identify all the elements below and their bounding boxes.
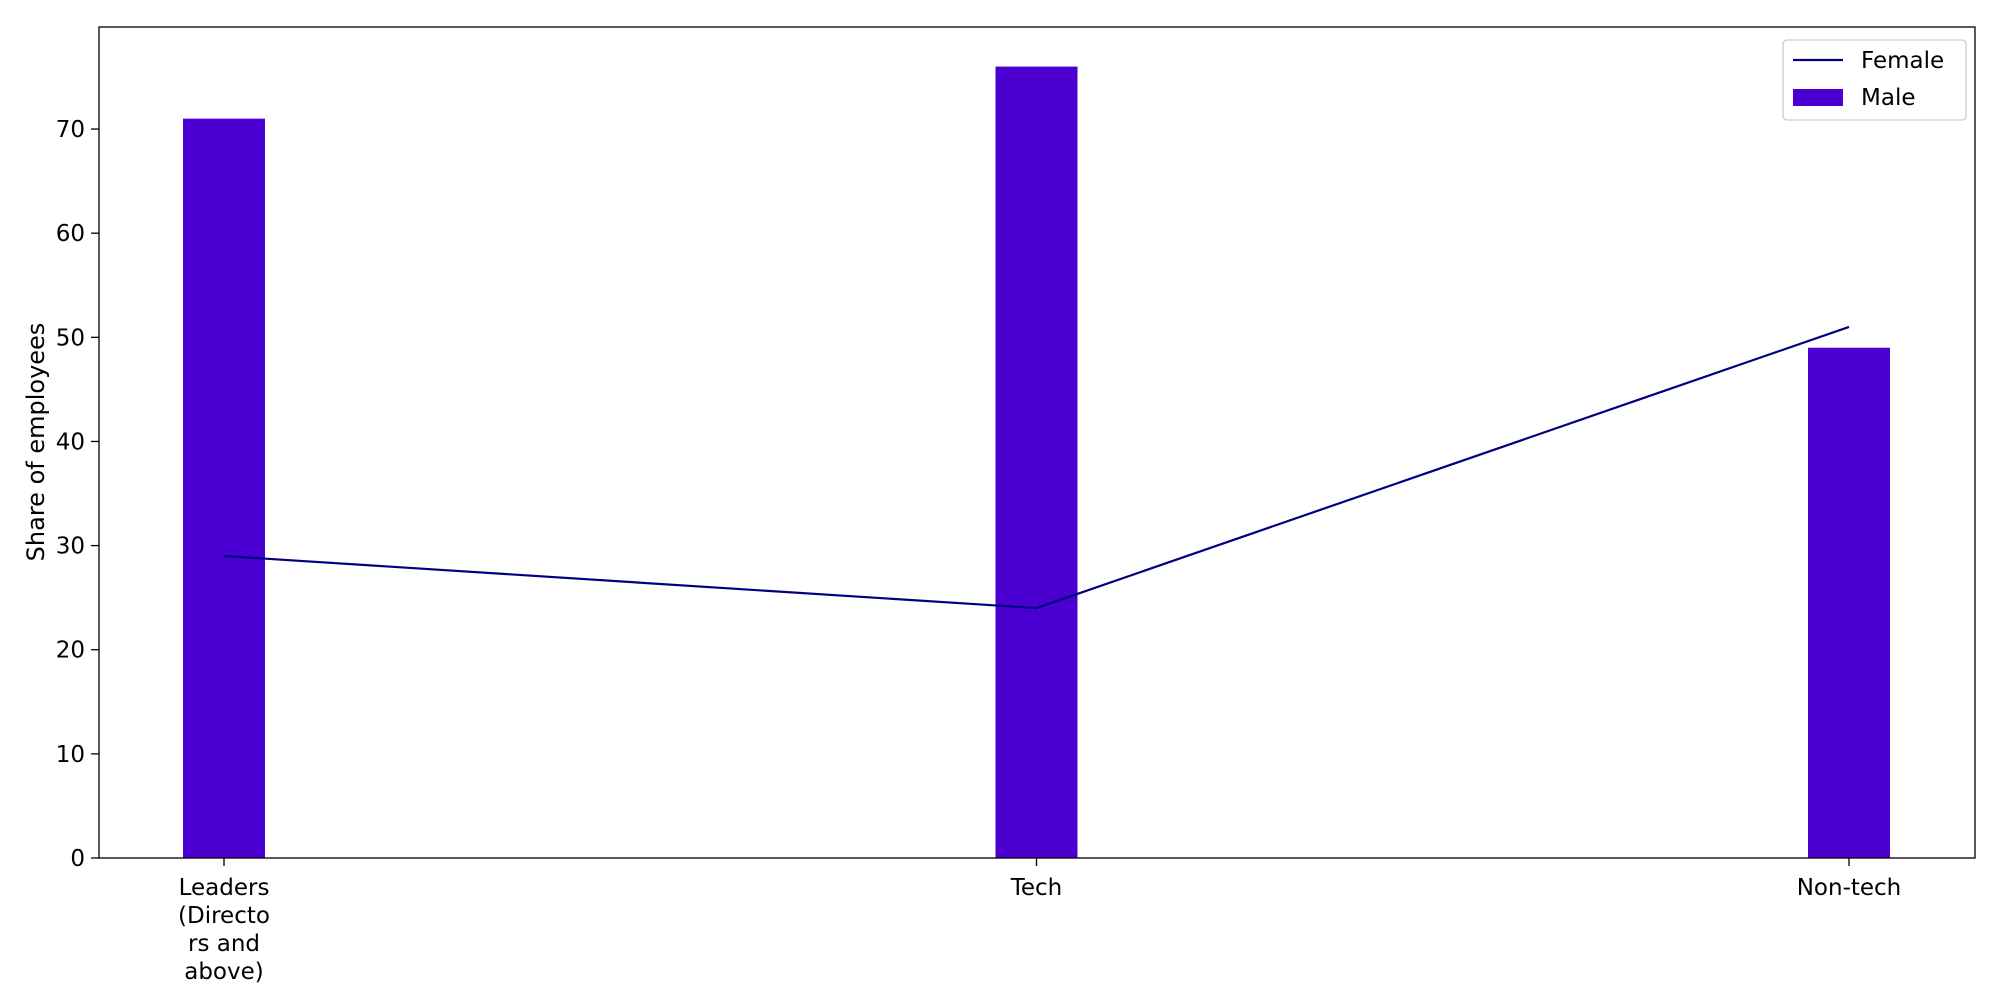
y-tick-label: 70 [56,117,85,143]
legend: Female Male [1782,39,1967,121]
y-tick-label: 40 [56,429,85,455]
line-female [223,325,1850,610]
bar-male-non-tech [1808,347,1890,858]
bar-male-tech [995,66,1078,859]
y-tick-label: 10 [56,742,85,768]
y-axis-label: Share of employees [22,323,50,562]
legend-label-female: Female [1861,48,1944,74]
x-tick-label: Leaders (Directo rs and above) [178,875,270,985]
y-tick-label: 50 [56,325,85,351]
y-tick-label: 60 [56,221,85,247]
x-tick-label: Non-tech [1797,875,1902,901]
legend-label-male: Male [1861,85,1915,111]
x-tick-label: Tech [1010,875,1063,901]
y-tick-label: 30 [56,534,85,560]
y-axis: 0 10 20 30 40 50 60 70 [56,117,99,872]
y-tick-label: 0 [70,846,85,872]
bar-male-leaders-directo-rs-and-above [183,118,265,858]
female-line-layer [223,325,1850,610]
male-bars [183,66,1890,859]
legend-swatch-male [1793,89,1843,106]
y-tick-label: 20 [56,638,85,664]
x-axis: Leaders (Directo rs and above) Tech Non-tech [178,858,1901,985]
